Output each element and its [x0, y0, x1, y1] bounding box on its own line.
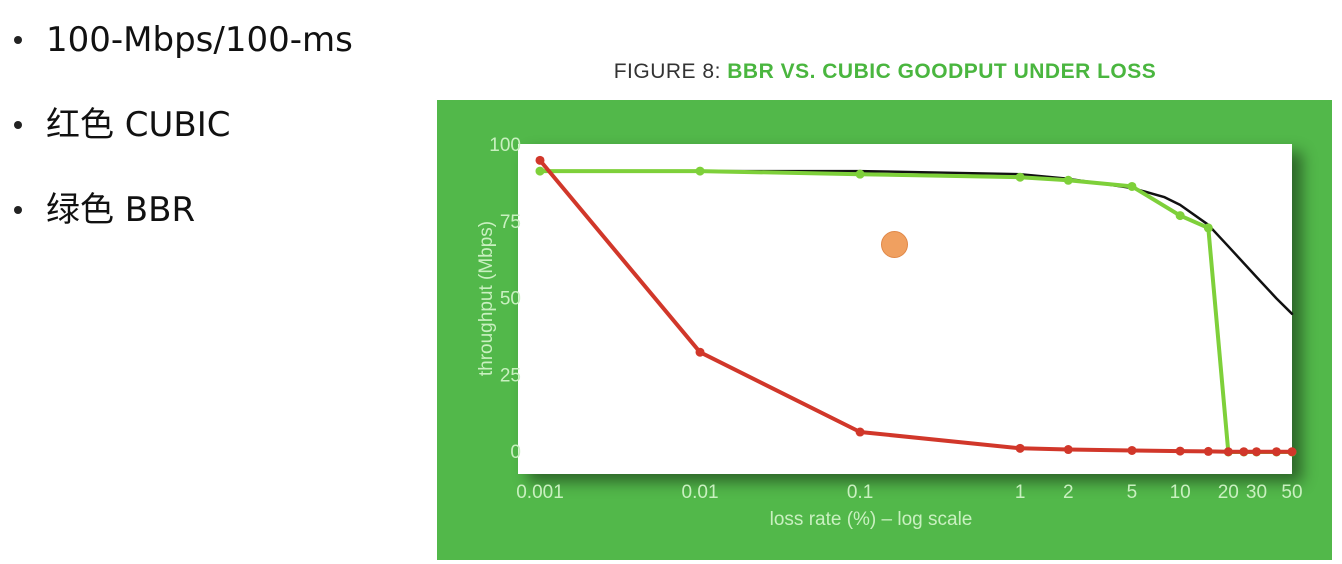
bbr-data-point	[1015, 172, 1025, 182]
bullet-item: 100-Mbps/100-ms	[10, 14, 353, 99]
cubic-data-point	[1223, 447, 1233, 457]
bbr-data-point	[1175, 211, 1185, 221]
x-tick-label: 0.01	[682, 482, 719, 503]
cubic-data-point	[1063, 445, 1073, 455]
cubic-data-point	[695, 347, 705, 357]
bullet-dot	[14, 36, 22, 44]
bullet-dot	[14, 206, 22, 214]
x-tick-label: 10	[1170, 482, 1191, 503]
cubic-data-point	[535, 155, 545, 165]
ideal-series-line	[538, 169, 1294, 316]
cubic-data-point	[1175, 446, 1185, 456]
y-axis-label: throughput (Mbps)	[476, 221, 497, 376]
y-tick-label: 0	[510, 442, 521, 463]
x-tick-label: 30	[1246, 482, 1267, 503]
mouse-cursor-indicator	[881, 231, 908, 258]
bbr-data-point	[695, 166, 705, 176]
x-tick-label: 50	[1281, 482, 1302, 503]
cubic-data-point	[1251, 447, 1261, 457]
bullet-item: 绿色 BBR	[10, 184, 353, 269]
cubic-data-point	[1287, 447, 1297, 457]
y-tick-label: 25	[500, 365, 521, 386]
cubic-data-point	[855, 427, 865, 437]
bbr-data-point	[1203, 223, 1213, 233]
x-axis-label: loss rate (%) – log scale	[770, 509, 973, 530]
cubic-data-point	[1239, 447, 1249, 457]
cubic-data-point	[1127, 445, 1137, 455]
y-tick-label: 100	[489, 135, 521, 156]
x-tick-label: 5	[1127, 482, 1138, 503]
bullet-item: 红色 CUBIC	[10, 99, 353, 184]
bullet-text: 100-Mbps/100-ms	[46, 20, 353, 60]
figure-title-prefix: FIGURE 8:	[613, 60, 728, 83]
chart-panel: 0.001 0.01 0.1 1 2 5 10 20 30 50 0 25 50 75 100 loss ra…	[437, 100, 1332, 560]
y-tick-label: 75	[500, 212, 521, 233]
cubic-data-point	[1203, 446, 1213, 456]
cubic-data-point	[1015, 443, 1025, 453]
x-tick-label: 1	[1015, 482, 1026, 503]
figure-title-main: BBR VS. CUBIC GOODPUT UNDER LOSS	[727, 60, 1157, 83]
bbr-data-point	[1127, 181, 1137, 191]
bullet-list: 100-Mbps/100-ms 红色 CUBIC 绿色 BBR	[10, 14, 353, 269]
bullet-dot	[14, 121, 22, 129]
bullet-text: 红色 CUBIC	[46, 105, 231, 145]
plot-area	[518, 144, 1292, 474]
x-tick-label: 0.1	[847, 482, 873, 503]
y-tick-label: 50	[500, 289, 521, 310]
x-tick-label: 0.001	[516, 482, 564, 503]
cubic-data-point	[1271, 447, 1281, 457]
bbr-data-point	[535, 166, 545, 176]
x-tick-label: 2	[1063, 482, 1074, 503]
x-tick-label: 20	[1218, 482, 1239, 503]
bbr-data-point	[855, 169, 865, 179]
figure-title: FIGURE 8: BBR VS. CUBIC GOODPUT UNDER LO…	[438, 60, 1332, 84]
bullet-text: 绿色 BBR	[46, 190, 196, 230]
bbr-data-point	[1063, 175, 1073, 185]
